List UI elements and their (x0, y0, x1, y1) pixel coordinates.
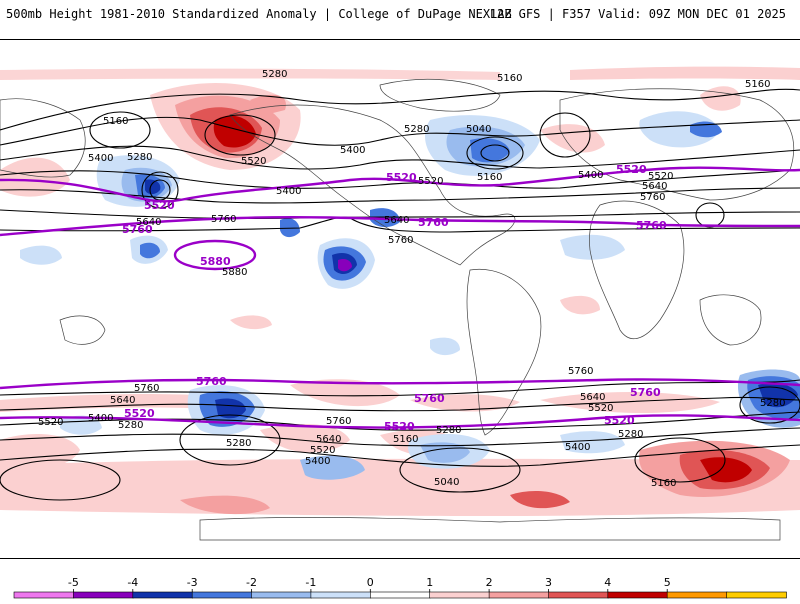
contour-label: 5520 (588, 403, 613, 414)
contour-label: 5160 (651, 478, 676, 489)
contour-label: 5160 (477, 172, 502, 183)
colorbar-tick-label: -5 (68, 576, 79, 589)
contour-label: 5160 (393, 434, 418, 445)
contour-label: 5520 (604, 414, 635, 427)
colorbar-swatch (251, 591, 312, 599)
contour-label: 5280 (127, 152, 152, 163)
contour-label: 5400 (88, 153, 113, 164)
colorbar-swatch (666, 591, 728, 599)
colorbar-tick-label: -4 (127, 576, 138, 589)
contour-label: 5280 (226, 438, 251, 449)
contour-label: 5400 (565, 442, 590, 453)
colorbar-swatch (488, 591, 550, 599)
contour-label: 5640 (316, 434, 341, 445)
colorbar-tick-label: 1 (426, 576, 433, 589)
contour-label: 5280 (760, 398, 785, 409)
colorbar-swatch (548, 591, 609, 599)
colorbar-tick-label: 5 (664, 576, 671, 589)
contour-label: 5520 (310, 445, 335, 456)
reference-contour-labels: 5520 5760 5880 5520 5760 5520 5760 5760 … (122, 163, 667, 433)
colorbar-swatches (13, 591, 787, 599)
colorbar-tick-label: -3 (187, 576, 198, 589)
contour-label: 5160 (103, 116, 128, 127)
contour-label: 5280 (618, 429, 643, 440)
contour-label: 5160 (497, 73, 522, 84)
contour-label: 5880 (200, 255, 231, 268)
colorbar-tick-label: 3 (545, 576, 552, 589)
colorbar-swatch (310, 591, 372, 599)
contour-label: 5760 (414, 392, 445, 405)
colorbar-swatch (429, 591, 490, 599)
colorbar-tick-label: -2 (246, 576, 257, 589)
contour-label: 5760 (418, 216, 449, 229)
contour-label: 5400 (340, 145, 365, 156)
contour-label: 5520 (144, 199, 175, 212)
contour-label: 5280 (262, 69, 287, 80)
coastlines (0, 78, 794, 541)
colorbar-swatch (369, 591, 431, 599)
colorbar-tick-label: 2 (486, 576, 493, 589)
contour-label: 5640 (642, 181, 667, 192)
colorbar-tick-label: -1 (305, 576, 316, 589)
contour-label: 5280 (118, 420, 143, 431)
colorbar-swatch (726, 591, 787, 599)
colorbar-swatch (132, 591, 194, 599)
colorbar-tick-label: 0 (367, 576, 374, 589)
contour-label: 5640 (580, 392, 605, 403)
height-contour-labels: 5280 5160 5160 5160 5400 5280 5520 5400 … (38, 69, 785, 489)
contour-label: 5760 (388, 235, 413, 246)
map-title: 500mb Height 1981-2010 Standardized Anom… (6, 7, 512, 21)
contour-label: 5760 (196, 375, 227, 388)
contour-label: 5760 (326, 416, 351, 427)
contour-label: 5760 (211, 214, 236, 225)
contour-label: 5400 (305, 456, 330, 467)
anomaly-map: 5280 5160 5160 5160 5400 5280 5520 5400 … (0, 39, 800, 559)
anomaly-colorbar: -5 -4 -3 -2 -1 0 1 2 3 4 5 (0, 572, 800, 600)
model-run-info: 12Z GFS | F357 Valid: 09Z MON DEC 01 202… (489, 7, 786, 21)
contour-label: 5520 (648, 171, 673, 182)
contour-label: 5520 (418, 176, 443, 187)
contour-label: 5640 (384, 215, 409, 226)
contour-label: 5040 (434, 477, 459, 488)
contour-label: 5880 (222, 267, 247, 278)
reference-contours (0, 166, 800, 429)
contour-label: 5280 (404, 124, 429, 135)
contour-label: 5760 (122, 223, 153, 236)
contour-label: 5520 (616, 163, 647, 176)
negative-anomaly-shading (20, 111, 800, 480)
contour-label: 5400 (276, 186, 301, 197)
contour-label: 5160 (745, 79, 770, 90)
positive-anomaly-shading (0, 66, 800, 516)
contour-label: 5520 (38, 417, 63, 428)
contour-label: 5760 (636, 219, 667, 232)
contour-label: 5760 (134, 383, 159, 394)
colorbar-swatch (607, 591, 668, 599)
contour-label: 5520 (241, 156, 266, 167)
contour-label: 5520 (386, 171, 417, 184)
contour-label: 5520 (384, 420, 415, 433)
contour-label: 5640 (136, 217, 161, 228)
colorbar-ticks: -5 -4 -3 -2 -1 0 1 2 3 4 5 (68, 576, 671, 592)
colorbar-swatch (191, 591, 253, 599)
colorbar-tick-label: 4 (604, 576, 611, 589)
contour-label: 5760 (568, 366, 593, 377)
contour-label: 5280 (436, 425, 461, 436)
contour-label: 5760 (640, 192, 665, 203)
contour-label: 5040 (466, 124, 491, 135)
colorbar-swatch (73, 591, 134, 599)
contour-label: 5400 (578, 170, 603, 181)
contour-label: 5400 (88, 413, 113, 424)
contour-label: 5640 (110, 395, 135, 406)
contour-label: 5520 (124, 407, 155, 420)
contour-label: 5760 (630, 386, 661, 399)
height-contours (0, 88, 800, 501)
colorbar-swatch (13, 591, 75, 599)
